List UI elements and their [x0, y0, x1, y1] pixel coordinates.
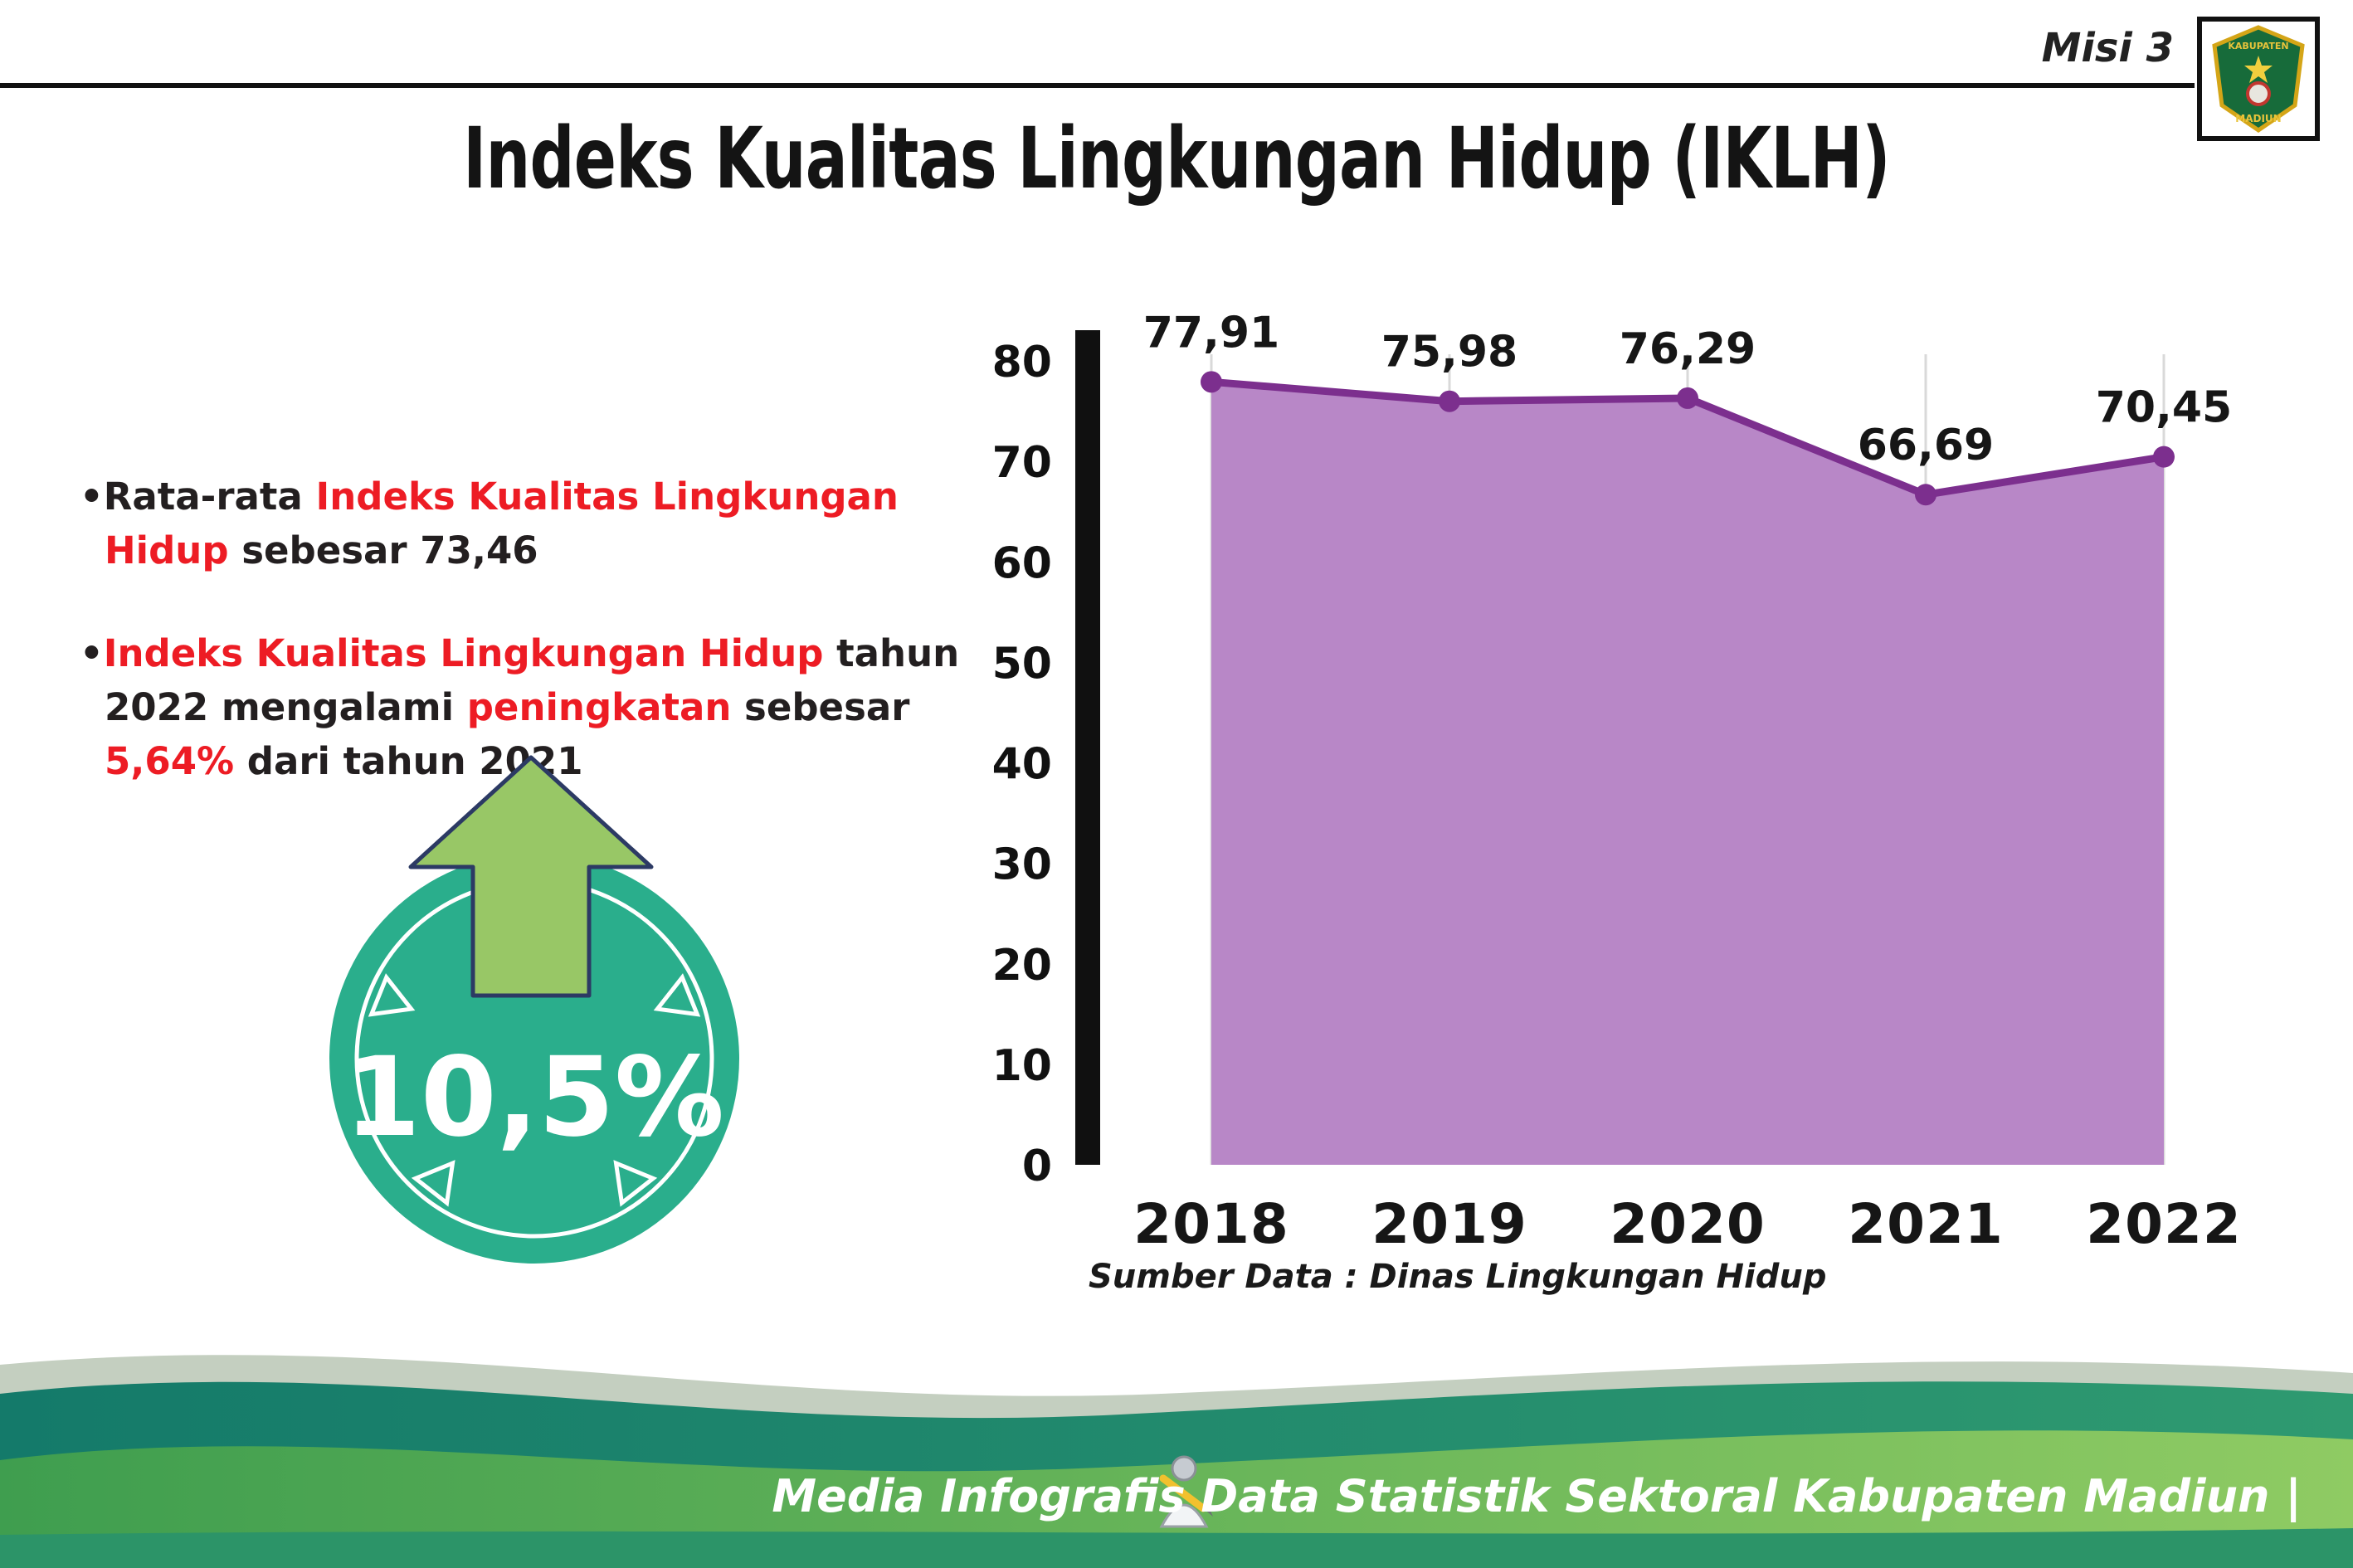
bullet-text-segment: Indeks Kualitas Lingkungan Hidup	[103, 631, 824, 675]
wave-bottom-strip	[0, 1528, 2353, 1568]
y-tick-label: 30	[992, 840, 1052, 890]
mascot-icon	[1159, 1455, 1213, 1528]
x-axis-label: 2018	[1133, 1192, 1289, 1256]
misi-label: Misi 3	[2041, 25, 2174, 71]
kabupaten-madiun-emblem-icon: KABUPATEN MADIUN	[2212, 25, 2305, 134]
bullet-text-segment: sebesar 73,46	[228, 528, 538, 573]
chart-area	[1211, 382, 2164, 1165]
page-title-row: Indeks Kualitas Lingkungan Hidup (IKLH)	[0, 110, 2353, 208]
x-axis-label: 2020	[1610, 1192, 1766, 1256]
increase-badge: 10,5%	[329, 854, 739, 1264]
data-marker	[1677, 387, 1698, 409]
y-tick-label: 20	[992, 941, 1052, 991]
area-fill	[1211, 382, 2164, 1165]
up-arrow-icon	[408, 755, 654, 998]
value-label: 76,29	[1620, 324, 1756, 374]
x-axis-label: 2022	[2086, 1192, 2242, 1256]
page-title: Indeks Kualitas Lingkungan Hidup (IKLH)	[463, 110, 1890, 208]
badge-triangle-decor	[368, 973, 701, 1207]
chart-gridlines	[1210, 354, 2165, 1165]
bullet-dot: •	[80, 475, 104, 519]
bullet-item: •Indeks Kualitas Lingkungan Hidup tahun …	[80, 626, 1025, 789]
bullet-text-segment: 5,64%	[105, 739, 235, 783]
y-tick-label: 0	[1022, 1142, 1052, 1191]
y-tick-label: 80	[992, 338, 1052, 387]
bullet-dot: •	[80, 631, 104, 675]
logo-top-text: KABUPATEN	[2228, 41, 2288, 51]
series-line	[1211, 377, 2165, 499]
logo-bottom-text: MADIUN	[2235, 113, 2281, 124]
chart-line	[1211, 377, 2165, 499]
chart-markers	[1201, 371, 2175, 506]
value-label: 75,98	[1381, 328, 1518, 377]
data-marker	[1439, 390, 1460, 412]
header-rule	[0, 83, 2195, 88]
y-tick-label: 10	[992, 1041, 1052, 1091]
badge-value: 10,5%	[344, 1034, 724, 1161]
kabupaten-madiun-logo: KABUPATEN MADIUN	[2197, 17, 2320, 141]
bullet-text-segment: Rata-rata	[103, 475, 316, 519]
data-marker	[1201, 371, 1222, 393]
data-marker	[1915, 484, 1936, 506]
value-label: 70,45	[2096, 383, 2232, 433]
value-label: 77,91	[1143, 308, 1279, 358]
x-axis-label: 2019	[1371, 1192, 1527, 1256]
footer-text: Media Infografis Data Statistik Sektoral…	[772, 1470, 2302, 1522]
chart-x-labels: 2018 2019 2020 2021 2022	[1133, 1192, 2242, 1256]
source-label: Sumber Data : Dinas Lingkungan Hidup	[1089, 1258, 1827, 1296]
bullet-list: •Rata-rata Indeks Kualitas Lingkungan Hi…	[80, 470, 1025, 836]
bullet-text-segment: tahun 2022 mengalami	[105, 631, 960, 729]
data-marker	[2153, 446, 2175, 468]
bullet-text-segment: Indeks Kualitas Lingkungan Hidup	[105, 475, 899, 573]
bullet-text-segment: sebesar	[731, 684, 910, 729]
bullet-item: •Rata-rata Indeks Kualitas Lingkungan Hi…	[80, 470, 1025, 578]
x-axis-label: 2021	[1848, 1192, 2004, 1256]
bullet-text-segment: peningkatan	[466, 684, 732, 729]
chart-value-labels: 77,91 75,98 76,29 66,69 70,45	[1143, 308, 2232, 470]
chart-y-axis-bar	[1075, 330, 1100, 1165]
value-label: 66,69	[1858, 421, 1994, 470]
